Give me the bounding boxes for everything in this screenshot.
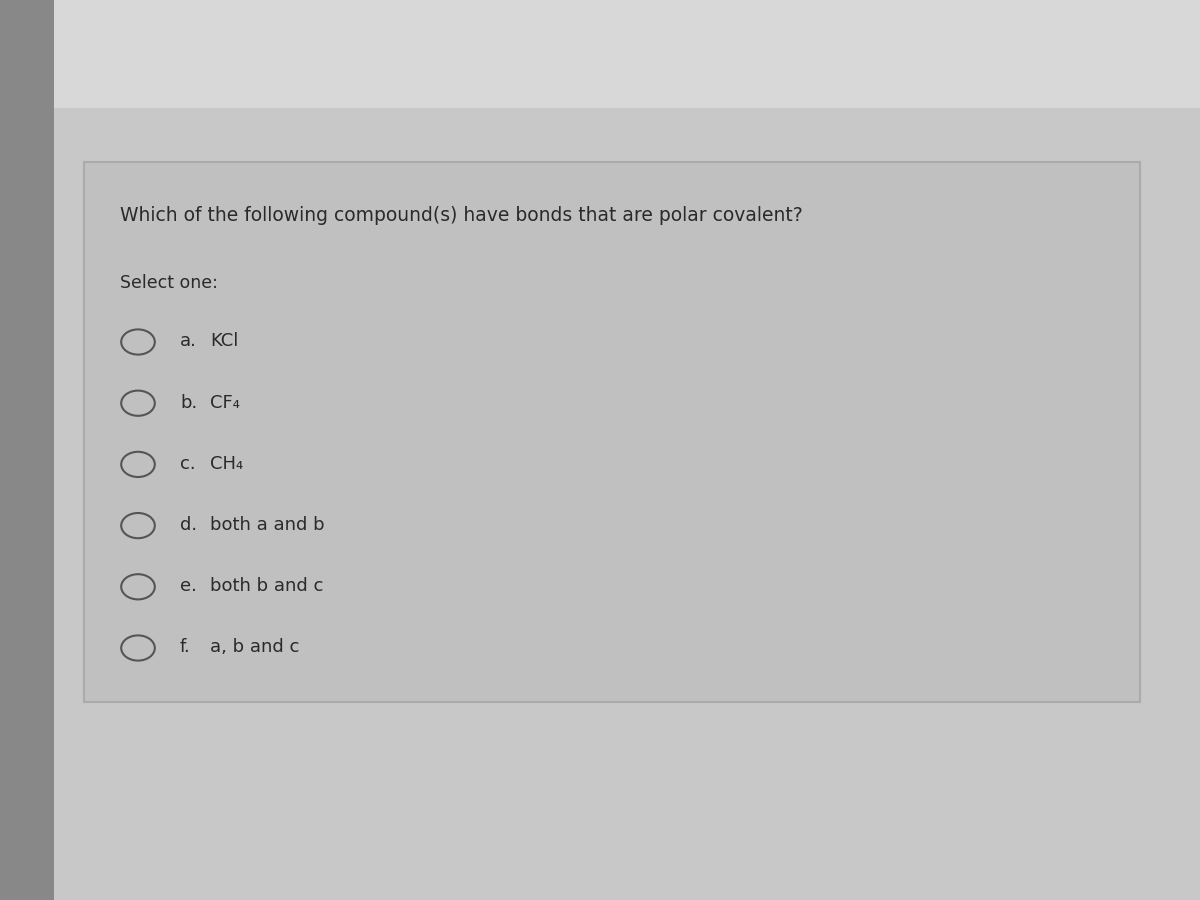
Text: CH₄: CH₄ (210, 454, 244, 472)
FancyBboxPatch shape (0, 0, 1200, 108)
Text: KCl: KCl (210, 332, 239, 350)
Text: CF₄: CF₄ (210, 393, 240, 411)
Text: f.: f. (180, 638, 191, 656)
Text: both b and c: both b and c (210, 577, 323, 595)
Text: Select one:: Select one: (120, 274, 218, 292)
Text: e.: e. (180, 577, 197, 595)
Text: both a and b: both a and b (210, 516, 325, 534)
FancyBboxPatch shape (84, 162, 1140, 702)
Text: d.: d. (180, 516, 197, 534)
Text: b.: b. (180, 393, 197, 411)
Text: a.: a. (180, 332, 197, 350)
Text: Which of the following compound(s) have bonds that are polar covalent?: Which of the following compound(s) have … (120, 205, 803, 224)
FancyBboxPatch shape (0, 0, 54, 900)
Text: a, b and c: a, b and c (210, 638, 299, 656)
Text: c.: c. (180, 454, 196, 472)
